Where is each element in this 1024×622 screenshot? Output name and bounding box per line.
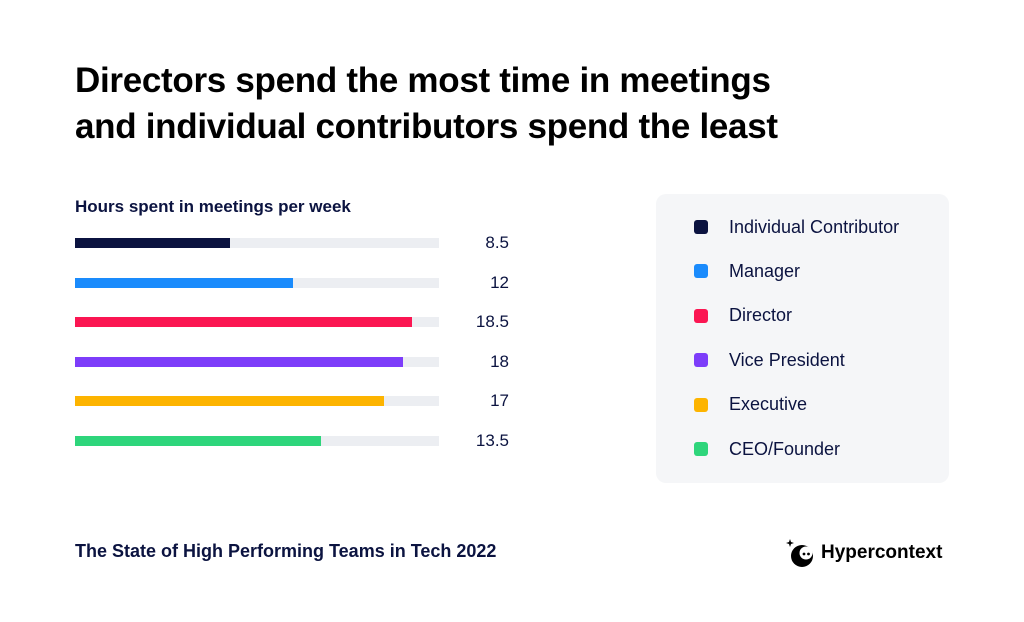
bar-value-label: 18.5 <box>475 312 509 331</box>
legend-item: Individual Contributor <box>694 215 899 239</box>
bar <box>75 396 385 406</box>
bar-track <box>75 317 439 327</box>
bar-value-label: 8.5 <box>485 233 509 252</box>
bar <box>75 277 294 288</box>
chart-title: Hours spent in meetings per week <box>75 197 351 216</box>
bar-track <box>75 435 439 446</box>
bar-row: 12 <box>75 268 535 296</box>
bar-track <box>75 277 439 288</box>
legend-swatch <box>694 220 708 234</box>
bar-row: 18 <box>75 347 535 375</box>
bar <box>75 317 412 327</box>
bar <box>75 238 230 248</box>
legend-item: Vice President <box>694 348 845 372</box>
legend-item: Executive <box>694 393 807 417</box>
hypercontext-logo-icon <box>786 539 813 567</box>
legend-swatch <box>694 442 708 456</box>
bar-row: 18.5 <box>75 307 535 335</box>
legend-label: Individual Contributor <box>729 216 900 237</box>
bar-row: 8.5 <box>75 228 535 256</box>
legend-item: Manager <box>694 259 800 283</box>
legend-swatch <box>694 308 708 323</box>
title-line-2: and individual contributors spend the le… <box>75 107 778 146</box>
legend-item: Director <box>694 304 792 328</box>
source-caption: The State of High Performing Teams in Te… <box>75 541 497 561</box>
legend-label: Vice President <box>729 349 845 370</box>
legend-label: Manager <box>729 260 801 281</box>
bar-row: 17 <box>75 386 535 414</box>
brand-name: Hypercontext <box>821 542 943 563</box>
bar <box>75 356 403 367</box>
legend-label: CEO/Founder <box>729 438 841 459</box>
legend-label: Executive <box>729 394 808 415</box>
bar-track <box>75 238 439 248</box>
legend-swatch <box>694 264 708 279</box>
bar-value-label: 12 <box>490 272 509 292</box>
page-title: Directors spend the most time in meeting… <box>75 58 955 150</box>
bar-value-label: 17 <box>490 391 509 410</box>
bar-chart: 8.5 12 18.5 18 17 13.5 <box>75 228 535 468</box>
legend-swatch <box>694 397 708 412</box>
legend-swatch <box>694 353 708 368</box>
title-line-1: Directors spend the most time in meeting… <box>75 61 771 100</box>
bar-value-label: 13.5 <box>475 430 509 450</box>
brand-logo-group: Hypercontext <box>785 536 942 570</box>
chart-legend: Individual Contributor Manager Director Vic… <box>656 194 949 483</box>
bar-value-label: 18 <box>490 351 509 371</box>
legend-item: CEO/Founder <box>694 437 840 461</box>
bar-track <box>75 356 439 367</box>
bar <box>75 435 321 446</box>
bar-row: 13.5 <box>75 426 535 454</box>
legend-label: Director <box>729 305 793 326</box>
bar-track <box>75 396 439 406</box>
